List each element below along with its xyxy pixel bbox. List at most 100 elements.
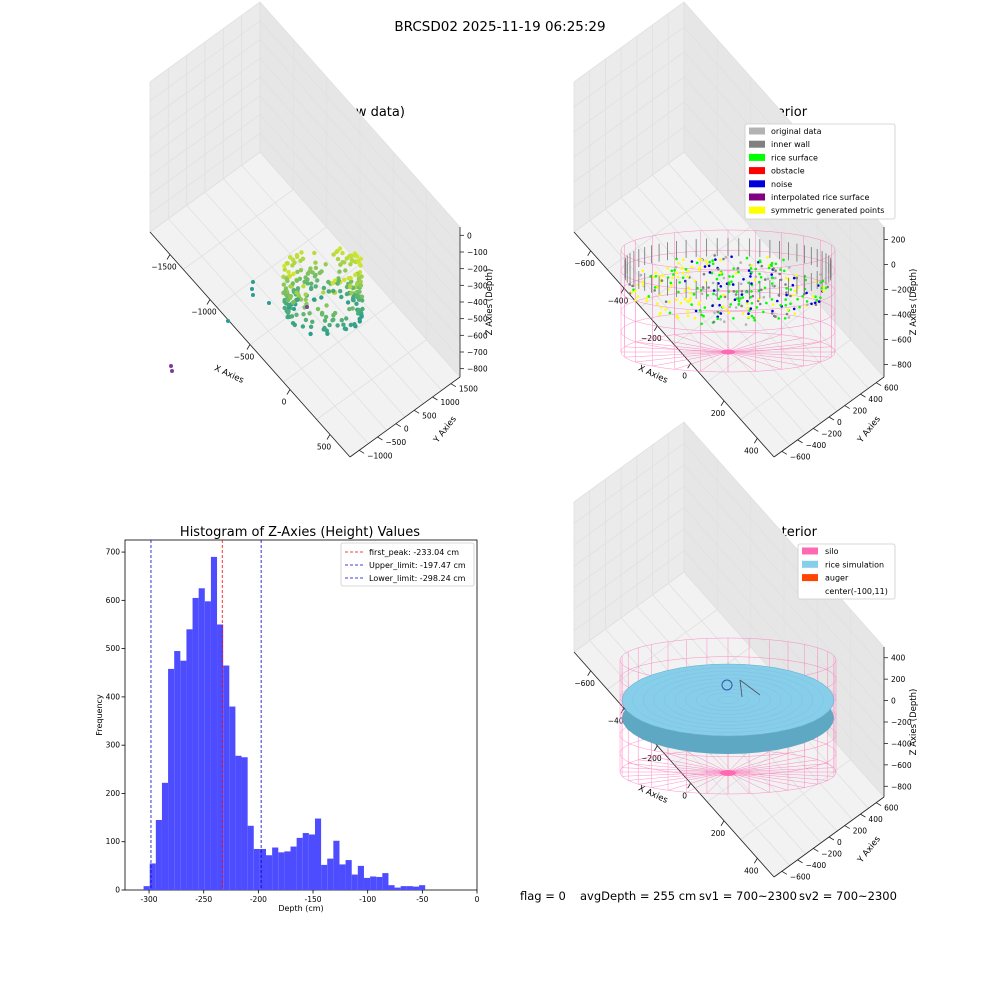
classified-point: [647, 295, 651, 298]
raw-data-point: [359, 294, 365, 299]
raw-data-point: [281, 282, 286, 287]
classified-point: [815, 298, 818, 302]
raw-data-point: [311, 297, 317, 302]
classified-point: [686, 300, 690, 304]
classified-point: [794, 289, 797, 293]
classified-point: [774, 269, 777, 273]
gridline: [241, 165, 442, 391]
histogram-bar: [272, 847, 279, 890]
x-tick: [246, 344, 251, 350]
y-tick-label: 200: [853, 827, 868, 836]
classified-point: [812, 295, 815, 298]
classified-point: [813, 301, 817, 305]
classified-point: [783, 269, 786, 273]
legend-swatch: [749, 153, 765, 161]
x-tick-label: -50: [416, 895, 428, 904]
raw-data-point: [285, 261, 290, 266]
classified-point: [653, 289, 656, 292]
classified-point: [782, 258, 785, 262]
histogram-bar: [296, 837, 303, 890]
classified-point: [755, 306, 759, 309]
raw-data-point: [360, 298, 365, 303]
raw-data-point: [281, 290, 286, 296]
classified-point: [774, 315, 777, 318]
raw-outlier-point: [251, 280, 255, 284]
avg-depth-text: avgDepth = 255 cm: [580, 889, 696, 903]
gridline: [573, 507, 885, 733]
silo-spoke: [674, 351, 729, 370]
silo-spoke: [622, 767, 729, 773]
silo-wireframe: [620, 229, 836, 373]
classified-point: [660, 306, 663, 309]
raw-data-point: [308, 324, 314, 329]
classified-point: [732, 267, 735, 270]
raw-data-point: [322, 318, 328, 323]
silo-spoke: [727, 759, 818, 773]
raw-data-point: [294, 253, 300, 258]
histogram-bar: [210, 556, 218, 890]
classified-point: [752, 316, 756, 320]
classified-point: [698, 266, 702, 269]
legend-label: original data: [771, 127, 822, 136]
x-tick: [587, 670, 592, 676]
legend: silo rice simulation auger center(-100,11): [797, 543, 896, 600]
classified-point: [749, 275, 752, 278]
classified-point: [774, 276, 777, 280]
raw-data-point: [319, 295, 324, 300]
raw-data-point: [359, 274, 364, 279]
classified-point: [758, 259, 762, 262]
classified-point: [746, 299, 749, 303]
raw-data-point: [327, 322, 332, 328]
classified-point: [734, 306, 738, 309]
gridline: [149, 1, 461, 228]
raw-data-point: [312, 250, 317, 256]
classified-points: [624, 238, 832, 355]
classified-point: [675, 298, 678, 302]
gridline: [149, 95, 461, 322]
classified-point: [785, 293, 788, 297]
classified-point: [660, 279, 664, 282]
classified-point: [645, 296, 648, 300]
legend-label: Upper_limit: -197.47 cm: [369, 561, 466, 570]
x-tick-label: −400: [608, 296, 629, 305]
x-tick-label: −1000: [191, 308, 217, 317]
classified-point: [774, 262, 778, 266]
raw-data-point: [285, 314, 290, 320]
classified-point: [822, 289, 825, 293]
y-tick-label: 400: [106, 692, 121, 701]
raw-data-point: [285, 298, 291, 303]
classified-point: [702, 314, 705, 318]
histogram-bar: [241, 757, 248, 890]
raw-data-point: [300, 324, 306, 329]
z-tick-label: −300: [467, 281, 488, 290]
classified-point: [770, 261, 774, 265]
gridline: [149, 38, 461, 265]
silo-spoke: [628, 763, 729, 773]
z-tick-label: −400: [891, 739, 912, 748]
raw-data-point: [343, 326, 349, 332]
raw-data-3d-plot: 3D Plot of Silo Interior(row data) −1500…: [149, 1, 495, 460]
x-tick-label: -100: [359, 895, 376, 904]
classified-point: [737, 299, 741, 303]
y-tick: [813, 428, 819, 432]
x-tick: [166, 254, 171, 260]
raw-data-point: [360, 306, 365, 312]
raw-data-point: [335, 281, 340, 286]
raw-data-point: [286, 269, 291, 275]
raw-data-point: [359, 314, 364, 319]
classified-point: [728, 275, 731, 278]
classified-point: [767, 266, 771, 270]
raw-data-point: [303, 317, 309, 323]
raw-data-point: [308, 331, 313, 337]
classified-point: [732, 290, 736, 293]
x-axis-label: X Axies: [213, 364, 246, 387]
raw-data-point: [289, 314, 295, 319]
raw-data-point: [344, 284, 350, 290]
classified-point: [805, 300, 809, 303]
classified-point: [746, 306, 750, 310]
classified-point: [712, 320, 716, 324]
legend-label: interpolated rice surface: [771, 193, 869, 202]
classified-point: [719, 318, 722, 321]
classified-point: [719, 295, 723, 298]
